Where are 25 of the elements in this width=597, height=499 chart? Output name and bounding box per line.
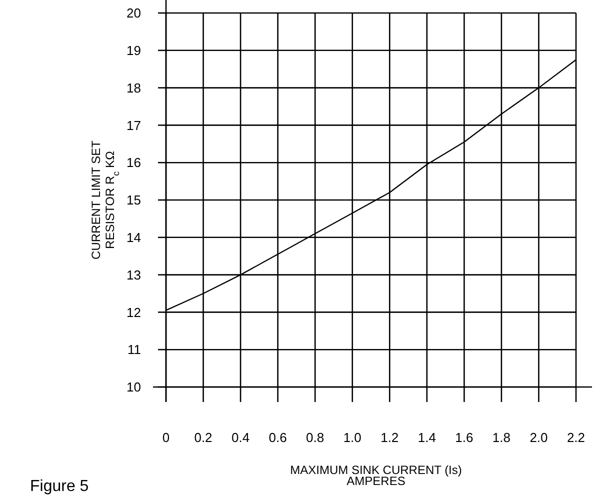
y-tick-label: 12: [126, 304, 141, 320]
x-axis-title: MAXIMUM SINK CURRENT (Is) AMPERES: [290, 463, 462, 488]
x-tick-label: 1.8: [492, 430, 510, 445]
y-tick-label: 19: [126, 42, 141, 58]
y-tick-label: 20: [126, 6, 141, 21]
y-tick-label: 16: [126, 155, 141, 170]
y-tick-label: 18: [126, 80, 141, 96]
y-tick-label: 11: [128, 342, 141, 358]
caption: Figure 5: [30, 478, 89, 495]
x-tick-label: 0.2: [194, 430, 212, 445]
x-tick-label: 1.6: [455, 430, 474, 445]
x-tick-label: 0: [162, 430, 170, 445]
y-tick-label: 13: [126, 267, 141, 282]
x-tick-label: 0.8: [306, 430, 324, 445]
x-tick-label: 1.2: [380, 430, 399, 445]
x-tick-label: 0.6: [268, 430, 287, 445]
x-tick-label: 2.0: [530, 430, 548, 445]
x-tick-label: 1.4: [418, 430, 436, 445]
x-tick-label: 1.0: [343, 430, 362, 445]
y-tick-label: 17: [126, 118, 141, 133]
x-tick-label: 2.2: [566, 430, 586, 445]
y-tick-label: 10: [126, 380, 141, 395]
x-tick-label: 0.4: [232, 430, 250, 445]
y-tick-label: 14: [126, 230, 141, 245]
y-tick-label: 15: [126, 192, 141, 208]
